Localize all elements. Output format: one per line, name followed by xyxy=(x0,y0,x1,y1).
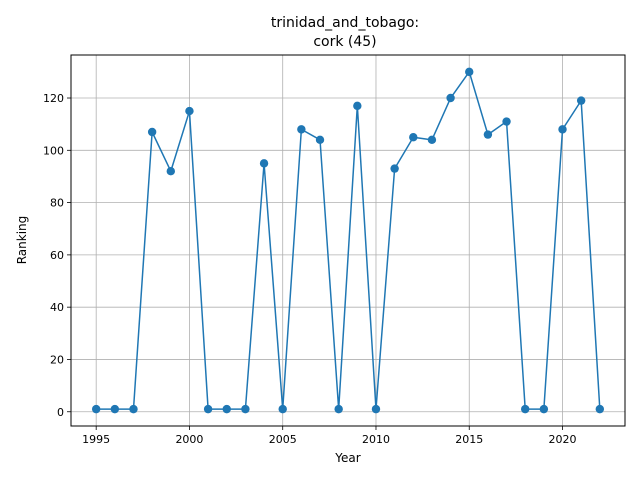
data-point xyxy=(558,125,567,134)
axis-ticks: 1995 2000 2005 2010 2015 2020 0 20 40 60 80 100 120 xyxy=(43,92,577,446)
data-point xyxy=(334,404,343,414)
data-point xyxy=(278,404,287,414)
data-point xyxy=(353,101,362,111)
data-point xyxy=(259,159,269,168)
data-point xyxy=(166,167,175,176)
x-tick-label: 2000 xyxy=(175,433,203,446)
y-tick-label: 120 xyxy=(43,92,64,105)
data-point xyxy=(446,93,455,103)
y-tick-label: 20 xyxy=(50,353,64,366)
x-tick-label: 1995 xyxy=(82,433,110,446)
data-point xyxy=(576,96,586,105)
data-point xyxy=(110,404,120,414)
chart-title-line-2: cork (45) xyxy=(313,34,376,50)
series-line xyxy=(96,71,601,410)
y-tick-label: 0 xyxy=(57,406,64,419)
data-point xyxy=(297,125,306,134)
x-axis-label: Year xyxy=(334,451,360,465)
data-point xyxy=(465,67,474,77)
y-tick-label: 80 xyxy=(50,197,64,210)
data-point xyxy=(390,164,399,173)
plot-area-frame xyxy=(70,54,626,427)
data-point xyxy=(539,404,549,414)
data-point xyxy=(521,404,530,414)
x-tick-label: 2015 xyxy=(455,433,483,446)
data-point xyxy=(222,404,231,414)
data-point xyxy=(185,106,194,116)
data-point xyxy=(595,404,605,414)
data-point xyxy=(203,404,213,414)
data-point xyxy=(129,404,138,414)
data-point xyxy=(371,404,381,414)
y-tick-label: 100 xyxy=(43,144,64,157)
data-point xyxy=(241,404,250,414)
x-tick-label: 2010 xyxy=(362,433,390,446)
data-point xyxy=(502,117,511,126)
data-point xyxy=(483,130,493,139)
y-tick-label: 40 xyxy=(50,301,64,314)
data-point xyxy=(409,133,418,142)
x-tick-label: 2005 xyxy=(269,433,297,446)
series-layer xyxy=(91,67,605,414)
chart-title-line-1: trinidad_and_tobago: xyxy=(271,15,419,31)
y-axis-label: Ranking xyxy=(15,216,29,265)
data-point xyxy=(91,404,101,414)
x-tick-label: 2020 xyxy=(549,433,577,446)
data-point xyxy=(427,135,437,145)
y-tick-label: 60 xyxy=(50,249,64,262)
data-point xyxy=(147,127,157,137)
data-point xyxy=(315,135,325,145)
